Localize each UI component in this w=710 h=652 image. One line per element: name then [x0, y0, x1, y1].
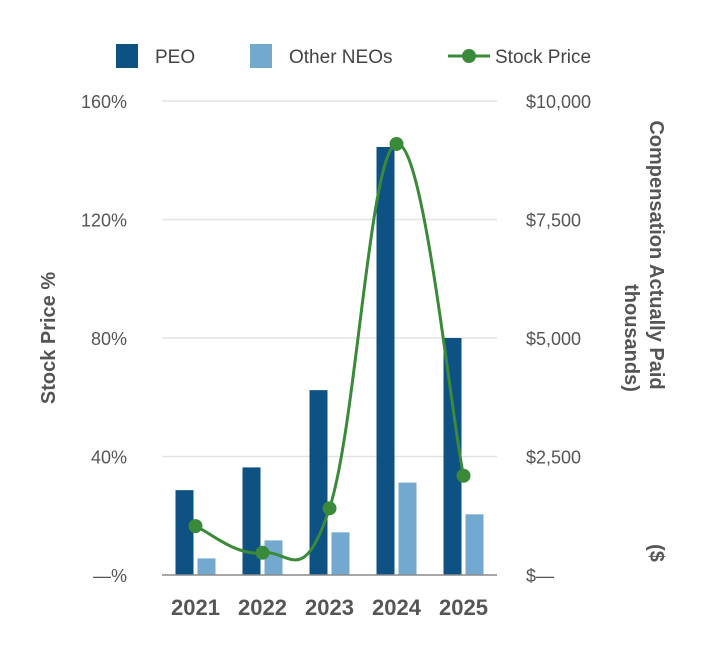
bars	[175, 146, 484, 575]
stock-price-point-2024	[389, 136, 404, 151]
category-labels: 2021 2022 2023 2024 2025	[171, 595, 488, 620]
category-label: 2023	[305, 595, 354, 620]
bar-peo-2025	[443, 338, 462, 575]
left-tick-label: 120%	[81, 211, 127, 231]
stock-price-point-2025	[456, 468, 471, 483]
gridlines	[162, 100, 497, 458]
category-label: 2021	[171, 595, 220, 620]
stock-price-point-2022	[255, 545, 270, 560]
right-axis-title-line: ($	[645, 544, 667, 562]
left-tick-label: 40%	[91, 448, 127, 468]
bar-peo-2024	[376, 146, 395, 575]
category-label: 2024	[372, 595, 422, 620]
stock-price-line	[188, 136, 471, 562]
legend-label-peo: PEO	[155, 47, 195, 68]
stock-price-point-2021	[188, 519, 203, 534]
right-axis-ticks: $— $2,500 $5,000 $7,500 $10,000	[526, 92, 591, 586]
stock-price-path	[194, 142, 465, 562]
bar-other-neos-2024	[398, 482, 417, 575]
legend-label-other-neos: Other NEOs	[289, 47, 392, 68]
bar-peo-2021	[175, 490, 194, 575]
right-tick-label: $5,000	[526, 329, 581, 349]
left-tick-label: 80%	[91, 329, 127, 349]
bar-other-neos-2023	[331, 532, 350, 575]
bar-other-neos-2021	[197, 558, 216, 575]
legend-label-stock-price: Stock Price	[495, 47, 591, 68]
right-axis-title-line: Compensation Actually Paid	[645, 120, 667, 389]
right-tick-label: $10,000	[526, 92, 591, 112]
legend-marker-stock-price	[462, 49, 476, 63]
bar-other-neos-2025	[465, 514, 484, 575]
legend-swatch-other-neos	[250, 44, 272, 68]
left-tick-label: —%	[93, 566, 127, 586]
category-label: 2025	[439, 595, 488, 620]
category-label: 2022	[238, 595, 287, 620]
legend-swatch-peo	[116, 44, 138, 68]
left-axis-title: Stock Price %	[38, 272, 60, 405]
left-tick-label: 160%	[81, 92, 127, 112]
left-axis-ticks: —% 40% 80% 120% 160%	[81, 92, 127, 586]
right-tick-label: $—	[526, 566, 554, 586]
right-tick-label: $2,500	[526, 448, 581, 468]
legend: PEO Other NEOs Stock Price	[116, 44, 591, 68]
right-tick-label: $7,500	[526, 211, 581, 231]
bar-peo-2022	[242, 467, 261, 575]
right-axis-title-line: thousands)	[620, 284, 642, 392]
bar-other-neos-2022	[264, 540, 283, 575]
stock-price-point-2023	[322, 501, 337, 516]
